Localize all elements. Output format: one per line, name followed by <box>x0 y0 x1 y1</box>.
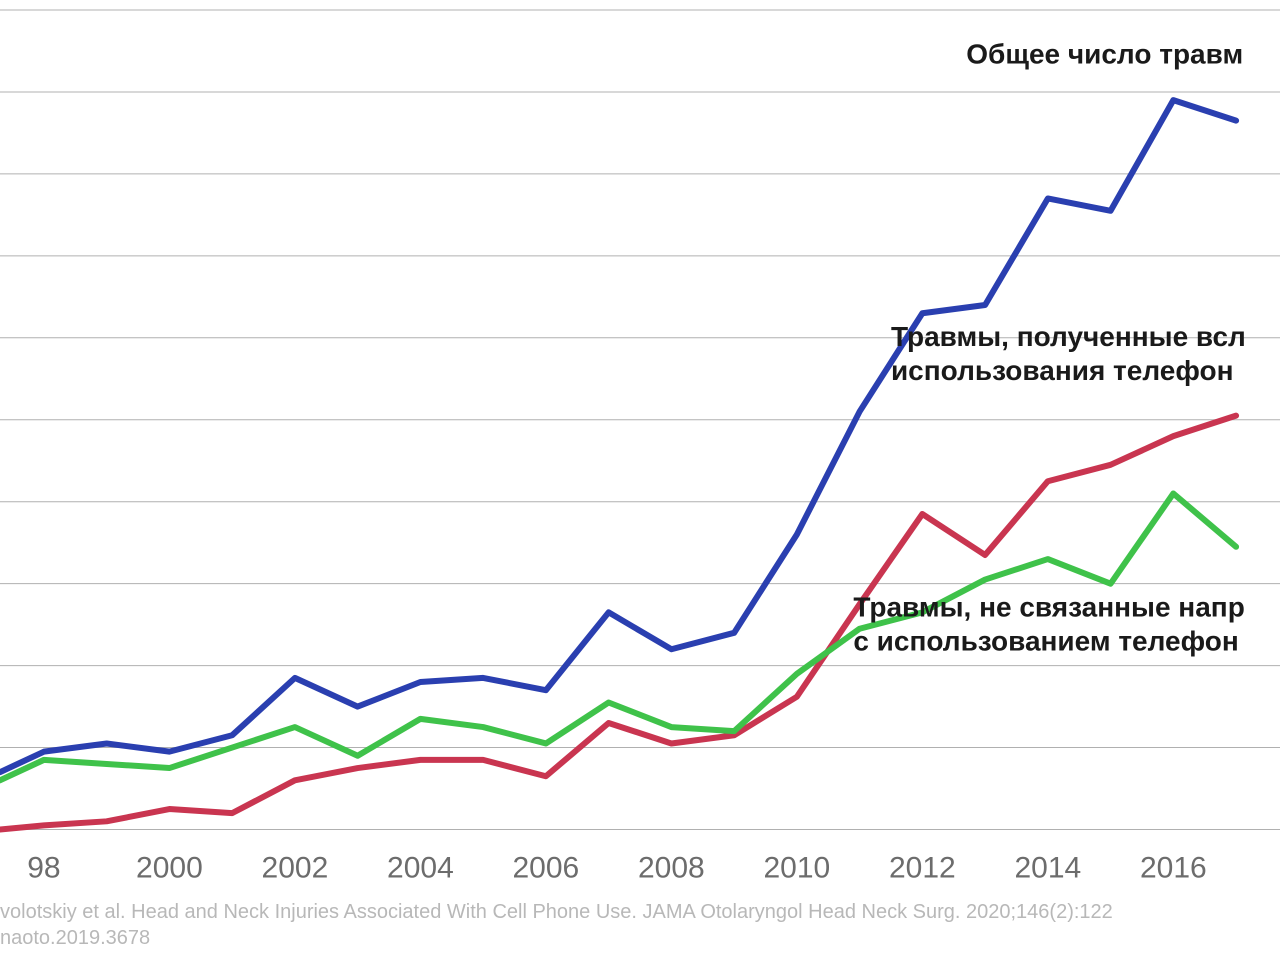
series-label-direct-line1: использования телефон <box>891 355 1234 386</box>
x-tick-2002: 2002 <box>262 852 329 885</box>
series-label-indirect-line0: Травмы, не связанные напр <box>853 591 1244 622</box>
series-label-direct-line0: Травмы, полученные всл <box>891 321 1246 352</box>
citation-line-1: naoto.2019.3678 <box>0 927 150 949</box>
line-chart: Общее число травм Травмы, полученные всли… <box>0 0 1280 959</box>
x-tick-2006: 2006 <box>513 852 580 885</box>
x-tick-2000: 2000 <box>136 852 203 885</box>
x-tick-2012: 2012 <box>889 852 956 885</box>
x-tick-1998: 98 <box>27 852 60 885</box>
series-label-total-line0: Общее число травм <box>966 38 1243 69</box>
x-tick-2004: 2004 <box>387 852 454 885</box>
series-label-indirect-line1: с использованием телефон <box>853 625 1238 656</box>
x-tick-2014: 2014 <box>1014 852 1081 885</box>
citation-line-0: volotskiy et al. Head and Neck Injuries … <box>0 901 1113 923</box>
x-tick-2008: 2008 <box>638 852 705 885</box>
x-tick-2010: 2010 <box>763 852 830 885</box>
x-tick-2016: 2016 <box>1140 852 1207 885</box>
chart-svg: Общее число травм Травмы, полученные всли… <box>0 0 1280 959</box>
